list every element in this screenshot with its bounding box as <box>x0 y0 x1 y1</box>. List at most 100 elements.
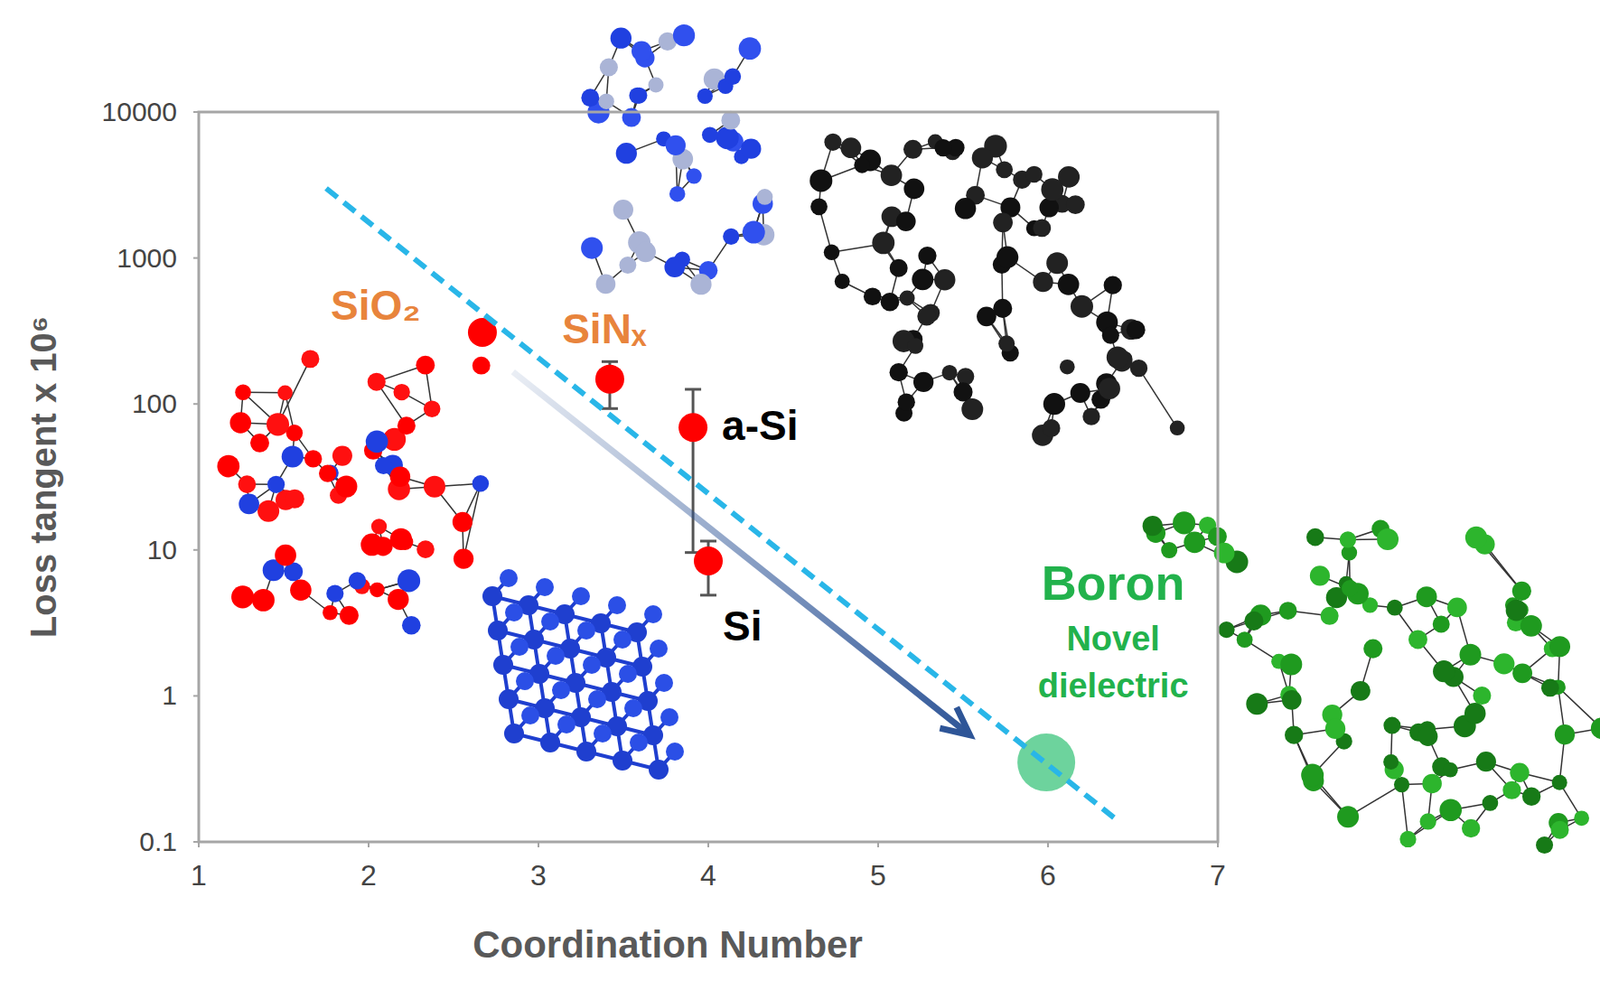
atom <box>1281 690 1302 711</box>
x-tick <box>537 842 540 848</box>
atom <box>505 603 524 622</box>
atom <box>1142 515 1163 536</box>
atom <box>1476 751 1497 772</box>
atom <box>1325 719 1346 740</box>
atom <box>613 199 634 220</box>
atom <box>1464 702 1487 725</box>
atom <box>903 178 925 200</box>
atom <box>540 732 561 753</box>
annotation: Noveldielectric <box>1038 619 1189 705</box>
atom <box>742 221 766 244</box>
atom <box>1059 359 1076 375</box>
atom <box>234 383 252 401</box>
atom <box>552 681 571 700</box>
atom <box>665 135 686 156</box>
atom <box>1416 586 1438 608</box>
atom <box>339 606 359 626</box>
atom <box>277 385 293 402</box>
atom <box>823 133 842 151</box>
atom <box>635 242 656 263</box>
atom <box>487 620 508 641</box>
atom <box>629 733 648 752</box>
atom <box>348 571 366 590</box>
atom <box>387 589 409 610</box>
atom <box>1066 195 1086 215</box>
atom <box>231 585 254 609</box>
atom <box>300 349 319 368</box>
atom <box>934 269 955 291</box>
y-tick <box>193 549 199 552</box>
atom <box>1236 631 1254 648</box>
atom <box>1339 531 1357 548</box>
atom <box>416 540 435 559</box>
atom <box>618 256 637 274</box>
y-tick <box>193 257 199 260</box>
atom <box>593 724 612 743</box>
atom <box>1306 528 1325 547</box>
atom <box>956 367 974 385</box>
atom <box>392 383 410 401</box>
molecule <box>809 133 1185 447</box>
x-tick-label: 3 <box>530 859 547 892</box>
atom <box>397 416 416 435</box>
atom <box>961 398 983 421</box>
atom <box>1218 621 1236 638</box>
atom <box>647 76 664 93</box>
atom <box>1244 611 1264 631</box>
atom <box>1102 327 1120 345</box>
error-cap <box>700 593 717 597</box>
atom <box>1320 607 1339 626</box>
atom <box>1386 599 1404 617</box>
molecule <box>580 24 775 295</box>
atom <box>1104 275 1123 294</box>
point <box>678 412 708 442</box>
atom <box>482 586 503 607</box>
atom <box>1509 763 1529 783</box>
atom <box>266 412 290 436</box>
point <box>693 546 723 576</box>
atom <box>1420 813 1437 830</box>
atom <box>1245 692 1268 715</box>
atom <box>740 138 761 159</box>
atom <box>1350 681 1371 702</box>
y-tick <box>193 111 199 113</box>
plot-frame <box>198 112 1218 843</box>
atom <box>1408 630 1428 650</box>
atom <box>1461 819 1480 838</box>
atom <box>252 589 275 612</box>
atom <box>1399 831 1416 848</box>
atom <box>722 228 740 245</box>
molecule <box>1142 511 1600 855</box>
atom <box>499 569 518 588</box>
atom <box>616 142 637 164</box>
atom <box>917 246 936 265</box>
atom <box>1300 763 1324 786</box>
atom <box>996 246 1019 269</box>
annotation-line: dielectric <box>1038 666 1189 705</box>
x-tick <box>1216 842 1219 848</box>
atom <box>871 231 895 254</box>
atom <box>757 188 774 206</box>
atom <box>274 544 297 567</box>
y-tick-label: 10 <box>147 534 178 565</box>
crystal-lattice <box>482 569 684 780</box>
y-tick-label: 1 <box>161 680 178 711</box>
atom <box>390 466 412 487</box>
atom <box>493 654 514 675</box>
x-tick-label: 6 <box>1039 859 1057 892</box>
x-tick-label: 7 <box>1209 859 1226 892</box>
atom <box>1046 252 1068 274</box>
atom <box>1551 821 1570 840</box>
atom <box>1363 639 1383 659</box>
atom <box>896 211 917 232</box>
atom <box>724 68 741 85</box>
atom <box>809 168 833 192</box>
atom <box>1459 644 1481 666</box>
atom <box>304 449 322 468</box>
atom <box>369 582 385 599</box>
atom <box>1032 271 1053 292</box>
data-group <box>326 187 1118 821</box>
atom <box>1042 419 1061 438</box>
atom <box>613 630 632 649</box>
atom <box>402 616 422 636</box>
